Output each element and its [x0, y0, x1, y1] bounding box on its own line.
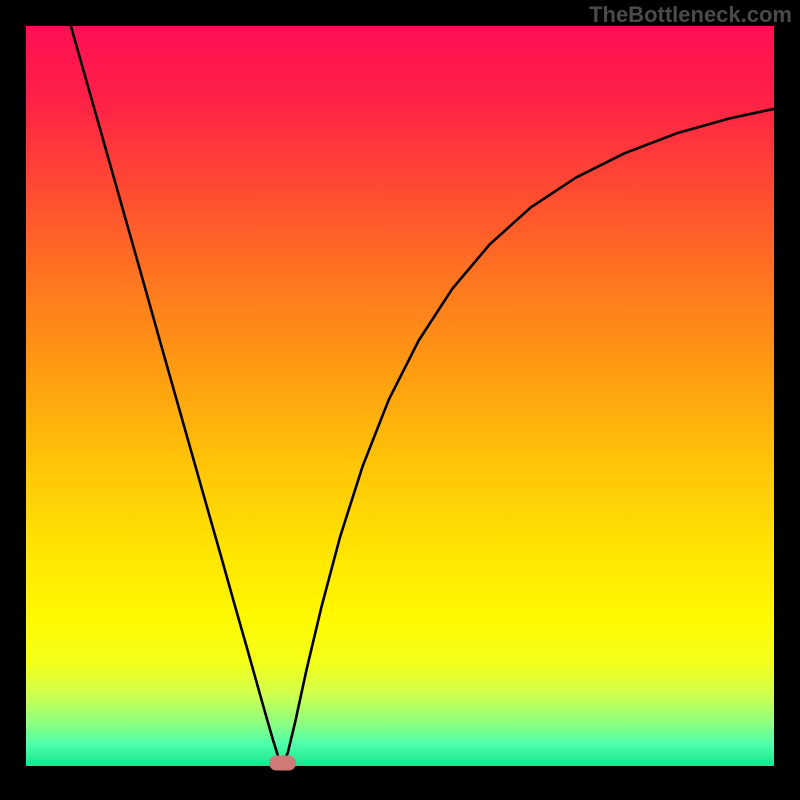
minimum-marker	[270, 756, 296, 770]
bottleneck-curve-chart	[0, 0, 800, 800]
watermark-label: TheBottleneck.com	[589, 2, 792, 28]
chart-container: TheBottleneck.com	[0, 0, 800, 800]
chart-background	[26, 26, 774, 766]
